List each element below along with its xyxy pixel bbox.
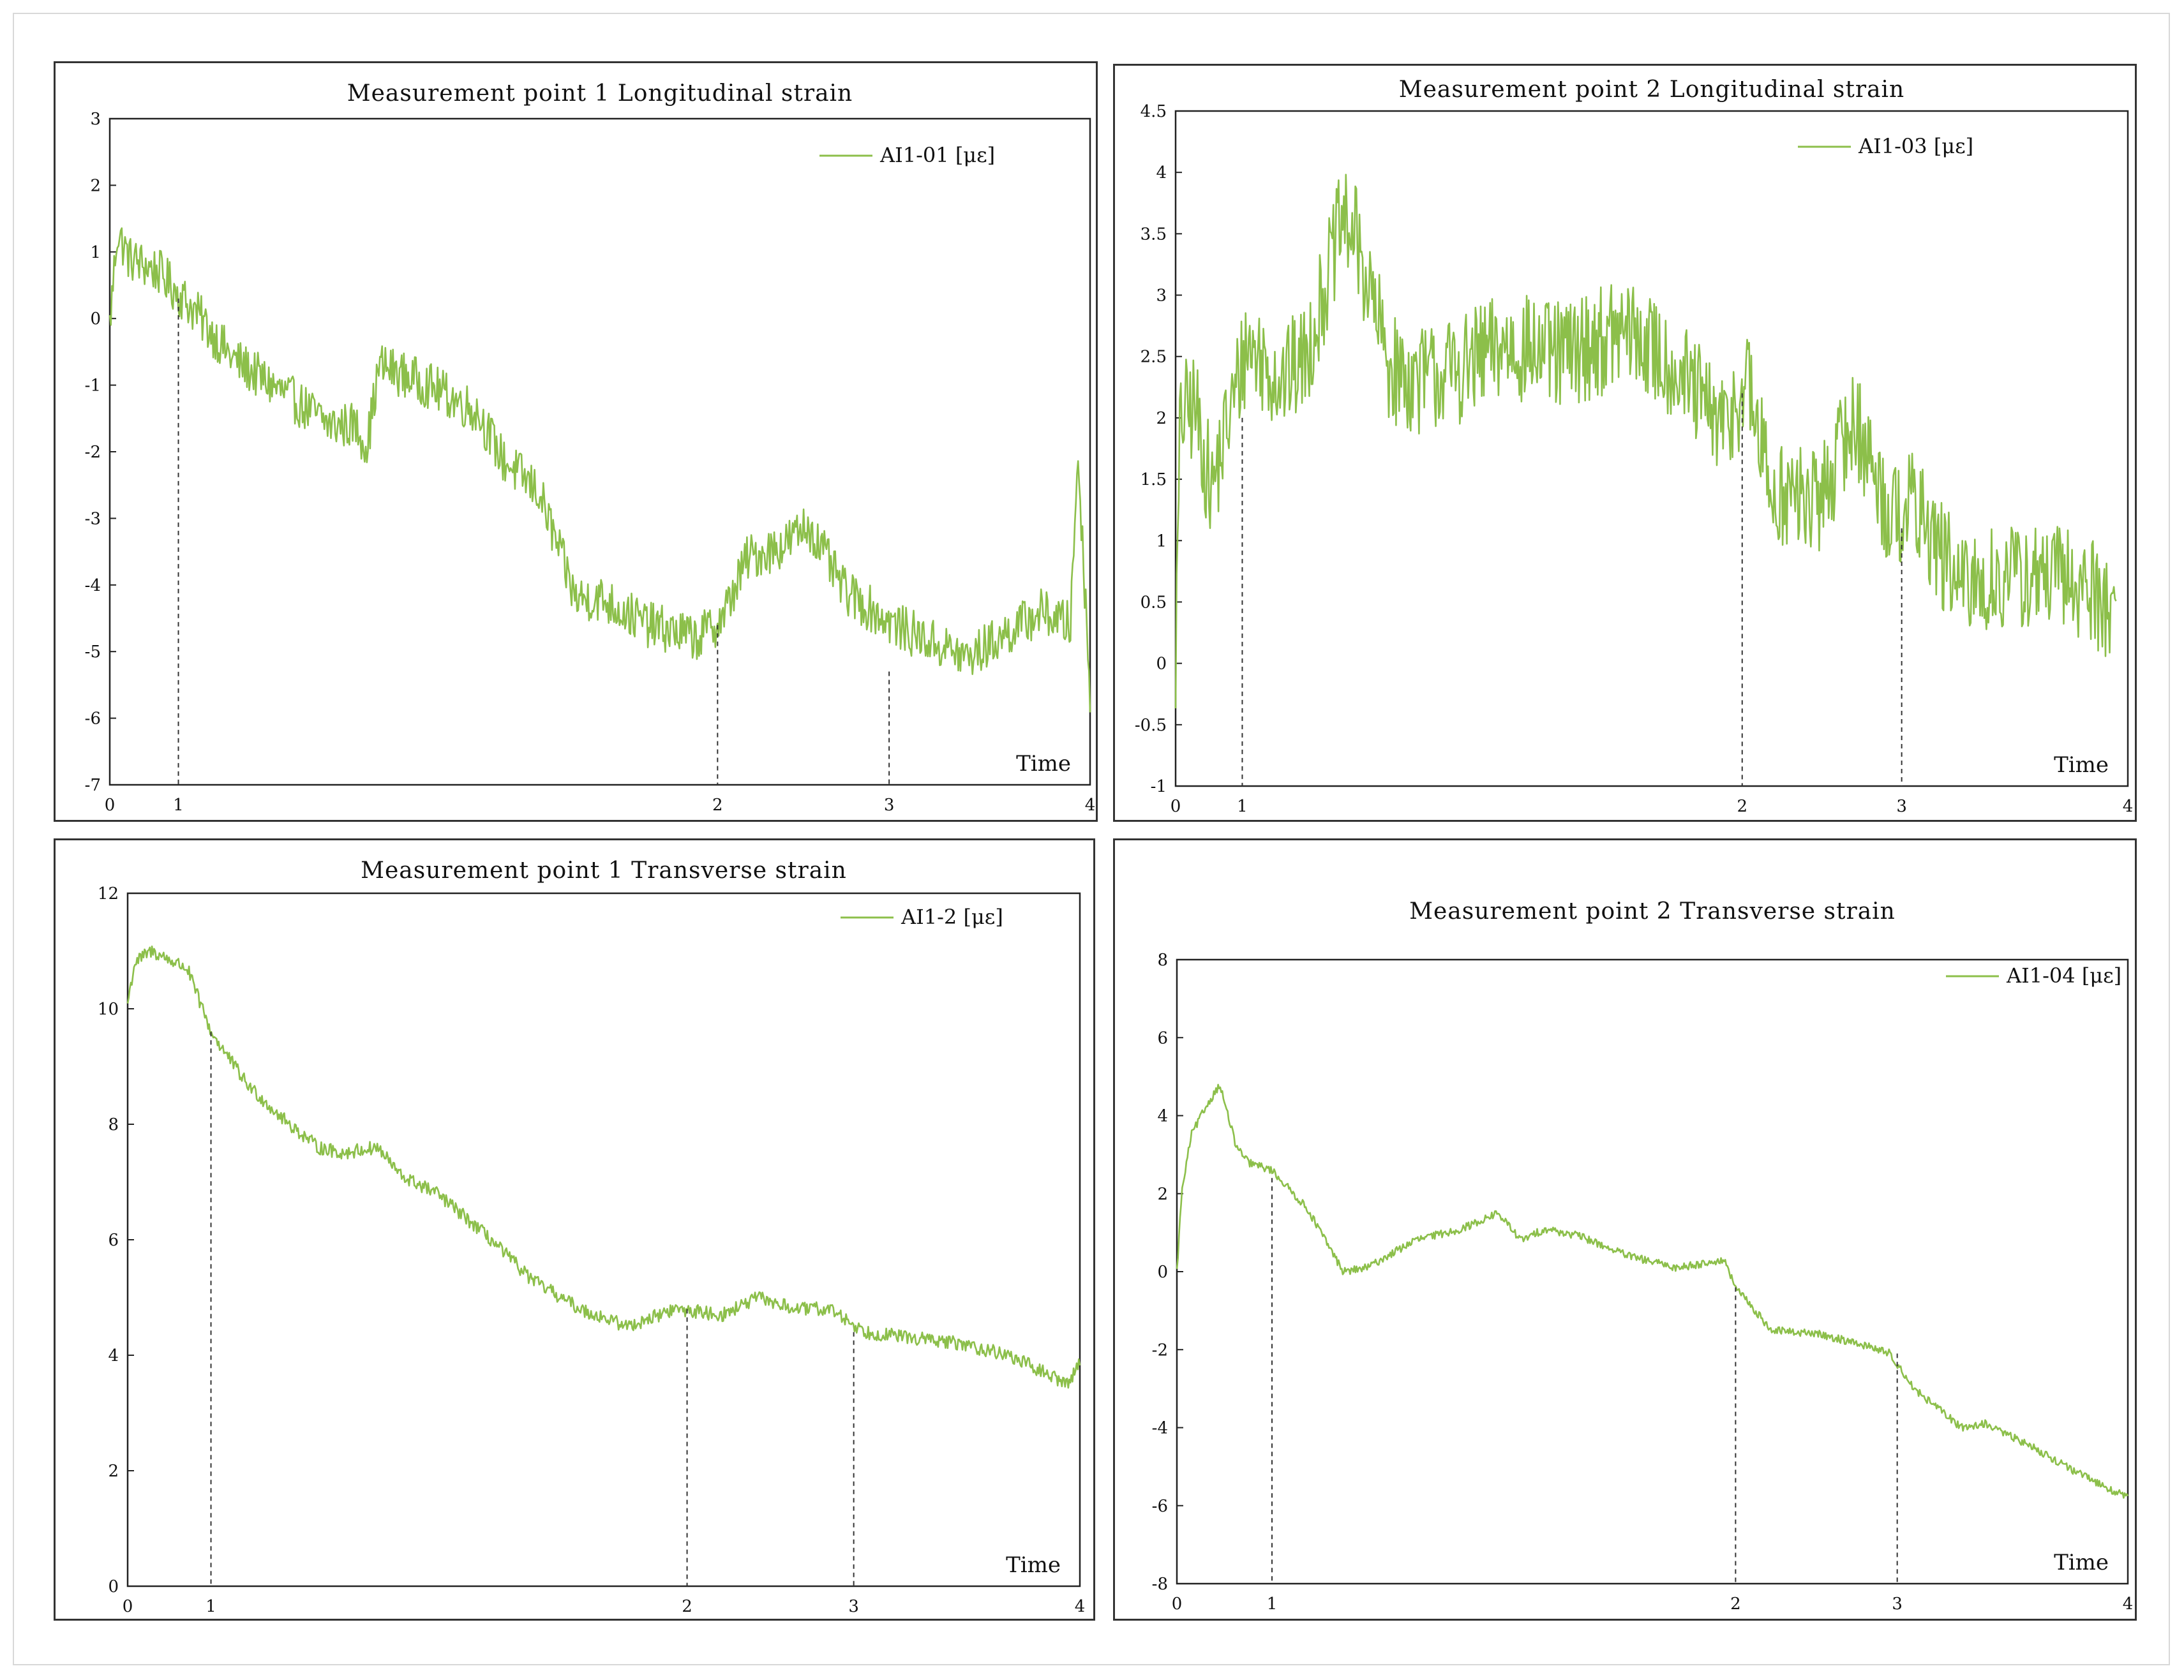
time-marker-label: 2 (682, 1597, 692, 1616)
x-tick-label: 4 (1075, 1597, 1086, 1616)
chart-point1-longitudinal: Measurement point 1 Longitudinal strain 3… (54, 61, 1098, 822)
y-tick-label: 2 (90, 176, 101, 195)
series-line (1174, 174, 2117, 709)
y-tick-label: 3 (1156, 286, 1167, 306)
y-tick-label: 1.5 (1141, 470, 1167, 489)
y-tick-label: 1 (90, 243, 101, 262)
y-tick-label: -4 (1152, 1419, 1168, 1438)
y-tick-label: 2.5 (1141, 348, 1167, 367)
y-tick-label: 8 (1157, 951, 1168, 970)
time-marker-label: 1 (1267, 1595, 1278, 1614)
y-tick-label: 8 (108, 1115, 119, 1134)
y-tick-label: 1 (1156, 532, 1167, 551)
y-tick-label: 2 (108, 1462, 119, 1481)
y-tick-label: 6 (108, 1231, 119, 1250)
chart-point2-transverse: Measurement point 2 Transverse strain 8 6 4… (1113, 838, 2137, 1621)
y-tick-label: 4 (1156, 163, 1167, 182)
y-tick-label: 6 (1157, 1029, 1168, 1048)
y-tick-label: -1 (85, 376, 101, 396)
chart-point1-transverse: Measurement point 1 Transverse strain121… (54, 838, 1095, 1621)
x-axis-label: Time (1006, 1552, 1061, 1578)
time-marker-label: 2 (1737, 797, 1747, 816)
y-tick-label: 3.5 (1141, 225, 1167, 244)
chart-frame (54, 838, 1095, 1621)
time-marker-label: 2 (1730, 1595, 1741, 1614)
time-marker-label: 3 (1896, 797, 1907, 816)
chart-title: Measurement point 2 Longitudinal strain (1399, 77, 1904, 103)
chart-frame (1113, 838, 2137, 1621)
time-marker-label: 2 (712, 796, 723, 815)
x-tick-label: 0 (1172, 1595, 1183, 1614)
chart-point2-longitudinal: Measurement point 2 Longitudinal strain 4… (1113, 64, 2137, 822)
y-tick-label: 10 (98, 1000, 119, 1019)
plot-area (108, 117, 1091, 786)
time-marker-label: 3 (848, 1597, 859, 1616)
x-tick-label: 4 (2123, 797, 2134, 816)
y-tick-label: 0 (1157, 1263, 1168, 1282)
y-tick-label: 0 (108, 1577, 119, 1596)
y-tick-label: 4 (108, 1346, 119, 1365)
y-tick-label: -7 (85, 776, 101, 795)
time-marker-label: 3 (1892, 1595, 1903, 1614)
x-axis-label: Time (2054, 752, 2109, 778)
y-tick-label: 12 (98, 884, 119, 903)
x-tick-label: 0 (123, 1597, 133, 1616)
plot-area (1174, 110, 2129, 787)
legend-label: AI1-04 [με] (2006, 963, 2121, 988)
chart-title: Measurement point 2 Transverse strain (1409, 898, 1896, 925)
y-tick-label: -8 (1152, 1575, 1168, 1594)
y-tick-label: -2 (1152, 1341, 1168, 1360)
y-tick-label: -2 (85, 443, 101, 462)
time-marker-label: 1 (206, 1597, 216, 1616)
legend-label: AI1-03 [με] (1858, 134, 1973, 158)
y-tick-label: 2 (1156, 409, 1167, 428)
y-tick-label: 0.5 (1141, 593, 1167, 612)
time-marker-label: 3 (884, 796, 895, 815)
x-axis-label: Time (1016, 751, 1071, 777)
y-tick-label: -1 (1151, 777, 1167, 796)
y-tick-label: 3 (90, 110, 101, 129)
legend-label: AI1-01 [με] (879, 143, 995, 167)
y-tick-label: -6 (85, 710, 101, 729)
y-tick-label: 0 (1156, 655, 1167, 674)
x-tick-label: 0 (1171, 797, 1181, 816)
y-tick-label: -0.5 (1135, 716, 1167, 735)
chart-title: Measurement point 1 Transverse strain (361, 858, 847, 884)
series-line (1176, 1083, 2129, 1499)
x-tick-label: 4 (1085, 796, 1096, 815)
y-tick-label: 4.5 (1141, 102, 1167, 121)
plot-area (126, 892, 1081, 1587)
legend-label: AI1-2 [με] (901, 905, 1003, 929)
chart-frame (1113, 64, 2137, 822)
y-tick-label: 0 (90, 309, 101, 329)
time-marker-label: 1 (1237, 797, 1248, 816)
y-tick-label: 2 (1157, 1185, 1168, 1204)
chart-frame (54, 61, 1098, 822)
x-tick-label: 0 (105, 796, 116, 815)
y-tick-label: -5 (85, 643, 101, 662)
x-tick-label: 4 (2123, 1595, 2134, 1614)
y-tick-label: 4 (1157, 1107, 1168, 1126)
plot-area (1176, 958, 2129, 1585)
y-tick-label: -6 (1152, 1497, 1168, 1516)
series-line (108, 227, 1091, 713)
time-marker-label: 1 (173, 796, 184, 815)
y-tick-label: -4 (85, 576, 101, 595)
series-line (126, 945, 1081, 1389)
y-tick-label: -3 (85, 509, 101, 528)
x-axis-label: Time (2054, 1550, 2109, 1575)
chart-title: Measurement point 1 Longitudinal strain (347, 80, 853, 107)
